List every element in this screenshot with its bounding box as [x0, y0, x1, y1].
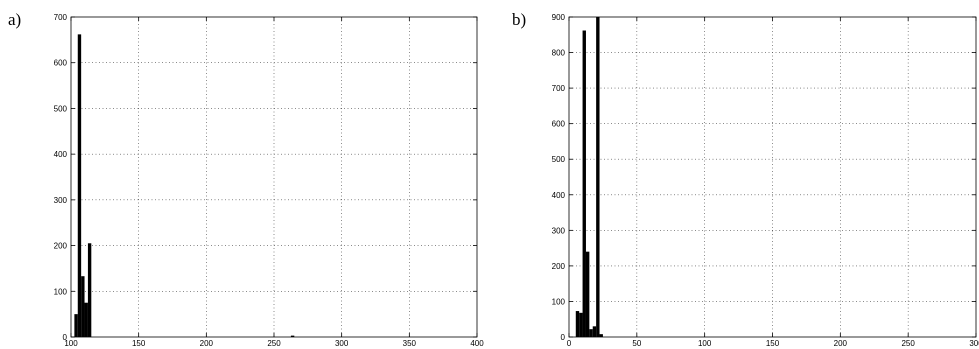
- x-tick-label: 400: [470, 339, 484, 348]
- histogram-bar: [74, 314, 78, 337]
- axes-frame: [70, 16, 478, 338]
- x-tick-label: 50: [632, 339, 641, 348]
- histogram-bar: [589, 329, 593, 337]
- histogram-bar: [290, 335, 295, 337]
- y-tick-label: 700: [552, 84, 566, 93]
- y-tick-label: 800: [552, 49, 566, 58]
- histogram-bar: [575, 311, 580, 337]
- x-tick-label: 200: [834, 339, 848, 348]
- y-tick-label: 400: [54, 150, 68, 159]
- x-tick-label: 100: [64, 339, 78, 348]
- y-tick-label: 0: [561, 333, 566, 342]
- axes-frame: [568, 16, 977, 338]
- chart-panel-0: 100 150 200 250 300 350 4000100200300400500600…: [54, 13, 485, 348]
- y-tick-label: 100: [552, 297, 566, 306]
- x-tick-label: 350: [403, 339, 417, 348]
- y-tick-label: 200: [552, 262, 566, 271]
- histogram-bar: [87, 243, 92, 337]
- histogram-bar: [599, 334, 603, 337]
- histogram-bar: [84, 302, 88, 337]
- x-tick-label: 250: [267, 339, 281, 348]
- panel-label-b: b): [512, 10, 527, 29]
- y-tick-label: 600: [552, 120, 566, 129]
- panel-label-a: a): [8, 10, 22, 29]
- histogram-bar: [582, 30, 586, 338]
- y-tick-label: 500: [54, 104, 68, 113]
- x-tick-label: 300: [335, 339, 349, 348]
- y-tick-label: 400: [552, 191, 566, 200]
- histogram-bar: [585, 251, 590, 337]
- y-tick-label: 900: [552, 13, 566, 22]
- histogram-bar: [81, 276, 85, 337]
- x-tick-label: 150: [132, 339, 146, 348]
- y-tick-label: 700: [54, 13, 68, 22]
- histogram-bar: [596, 17, 600, 337]
- chart-panel-1: 0 50 100 150 200 250 300 0 100 200 300 400 500 600 700…: [552, 13, 979, 348]
- y-tick-label: 600: [54, 59, 68, 68]
- histogram-bar: [592, 326, 597, 337]
- y-tick-label: 200: [54, 242, 68, 251]
- y-tick-label: 0: [63, 333, 68, 342]
- x-tick-label: 0: [567, 339, 572, 348]
- histogram-bar: [77, 34, 82, 337]
- x-tick-label: 300: [969, 339, 979, 348]
- x-tick-label: 250: [901, 339, 915, 348]
- y-tick-label: 300: [54, 196, 68, 205]
- y-tick-label: 100: [54, 287, 68, 296]
- y-tick-label: 300: [552, 226, 566, 235]
- x-tick-label: 150: [766, 339, 780, 348]
- y-tick-label: 500: [552, 155, 566, 164]
- x-tick-label: 200: [200, 339, 214, 348]
- histogram-bar: [579, 312, 583, 337]
- x-tick-label: 100: [698, 339, 712, 348]
